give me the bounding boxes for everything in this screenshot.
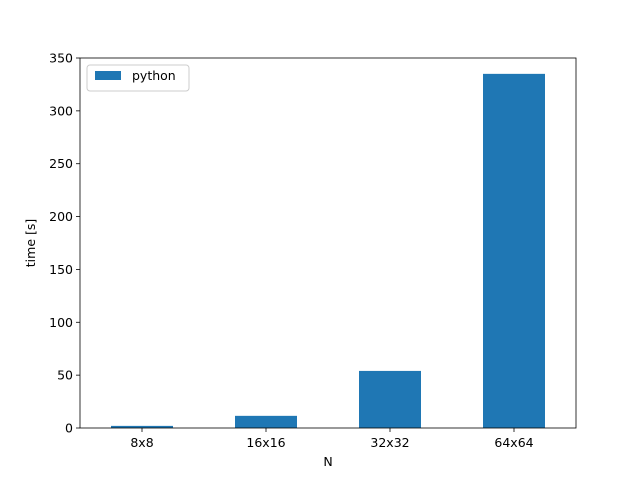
y-tick-label: 100 xyxy=(49,315,73,330)
y-tick-label: 150 xyxy=(49,262,73,277)
x-tick-label: 8x8 xyxy=(130,435,153,450)
x-axis-label: N xyxy=(323,454,332,469)
y-tick-label: 0 xyxy=(65,421,73,436)
x-tick-label: 16x16 xyxy=(246,435,285,450)
bar-64x64 xyxy=(483,73,545,428)
x-tick-label: 64x64 xyxy=(494,435,533,450)
y-tick-label: 250 xyxy=(49,156,73,171)
plot-frame xyxy=(79,57,577,429)
x-tick-label: 32x32 xyxy=(370,435,409,450)
bar-32x32 xyxy=(359,370,421,428)
bar-8x8 xyxy=(111,425,173,428)
y-tick-label: 300 xyxy=(49,103,73,118)
bars-group xyxy=(111,73,545,428)
bar-16x16 xyxy=(235,415,297,428)
y-axis-label: time [s] xyxy=(23,219,38,267)
y-tick-label: 200 xyxy=(49,209,73,224)
legend-label-python: python xyxy=(132,68,176,83)
legend-swatch-python xyxy=(95,71,121,80)
x-axis-ticks: 8x8 16x16 32x32 64x64 xyxy=(130,428,534,450)
legend: python xyxy=(86,64,190,92)
y-axis-ticks: 0 50 100 150 200 250 300 350 xyxy=(49,51,80,436)
y-tick-label: 350 xyxy=(49,51,73,66)
y-tick-label: 50 xyxy=(57,368,73,383)
